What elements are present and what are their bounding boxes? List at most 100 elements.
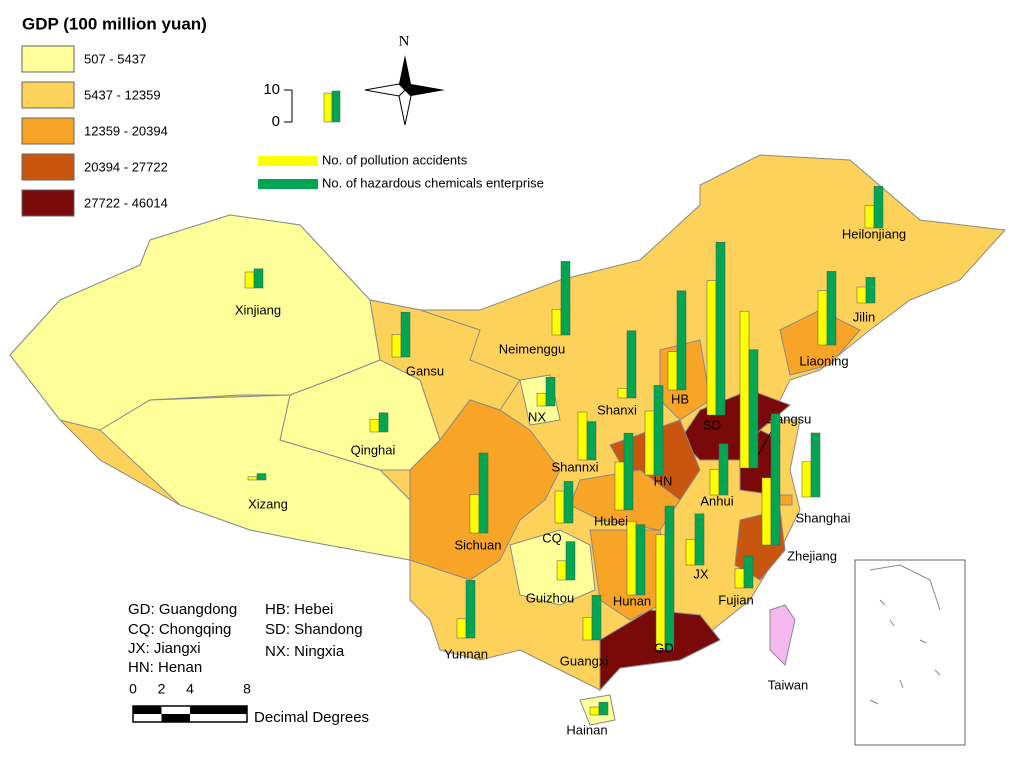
bar [873, 186, 884, 229]
series-label: No. of pollution accidents [322, 152, 468, 167]
bar [856, 286, 867, 304]
scale-bar-segment [190, 706, 247, 714]
legend-label: 5437 - 12359 [84, 87, 161, 102]
abbreviation: CQ: Chongqing [128, 621, 231, 638]
scale-sample [331, 90, 341, 123]
bar [378, 412, 389, 433]
scale-tick-label: 10 [263, 81, 280, 98]
province-label: Zhejiang [787, 548, 837, 563]
legend-label: 27722 - 46014 [84, 195, 168, 210]
province-label: JX [693, 566, 709, 581]
bar [826, 271, 837, 346]
north-label: N [399, 33, 410, 49]
bar [626, 330, 637, 399]
province-label: Xizang [248, 496, 288, 511]
bar [598, 701, 609, 716]
bar [635, 524, 646, 596]
bar [718, 443, 729, 496]
bar [864, 205, 875, 229]
bar [667, 351, 678, 391]
legend-label: 20394 - 27722 [84, 159, 168, 174]
bar [865, 277, 876, 304]
bar [676, 290, 687, 391]
bar [565, 541, 576, 581]
bar [556, 560, 567, 581]
province-label: Fujian [718, 592, 753, 607]
province-label: Guangxi [560, 653, 609, 668]
bar [478, 452, 489, 534]
taiwan [769, 604, 796, 666]
legend-swatch [21, 45, 75, 73]
bar [770, 413, 781, 546]
bar [706, 280, 717, 416]
legend-swatch [21, 117, 75, 145]
province-label: Yunnan [444, 646, 488, 661]
abbreviation: HB: Hebei [265, 601, 333, 618]
province-label: CQ [542, 530, 562, 545]
province-label: Guizhou [526, 590, 574, 605]
scale-bar-segment [133, 706, 162, 714]
bar [560, 261, 571, 336]
abbreviation: NX: Ningxia [265, 643, 345, 660]
province-label: Jilin [853, 309, 875, 324]
bar [589, 706, 600, 716]
province-label: HB [671, 391, 689, 406]
scale-bar-unit: Decimal Degrees [254, 709, 369, 726]
bar [685, 539, 696, 566]
bar [456, 618, 467, 639]
bar [734, 568, 745, 589]
bar [465, 580, 476, 639]
bar [801, 461, 812, 498]
province-label: Shannxi [552, 459, 599, 474]
province-label: NX [528, 409, 546, 424]
scale-tick-label: 0 [272, 113, 280, 130]
province-label: Shanghai [796, 510, 851, 525]
bar [253, 268, 264, 289]
bar [715, 241, 726, 416]
province-label: Heilonjiang [842, 226, 906, 241]
bar [391, 334, 402, 358]
province-label: HN [654, 473, 673, 488]
north-arrow [364, 55, 445, 126]
bar [626, 521, 637, 596]
bar [739, 310, 750, 469]
bar [536, 392, 547, 407]
bar [554, 490, 565, 524]
bar [761, 477, 772, 546]
province-label: GD [654, 640, 674, 655]
scale-bar-label: 0 [129, 681, 137, 697]
province [779, 494, 793, 506]
scale-bar-label: 4 [186, 681, 194, 697]
province-label: Xinjiang [235, 302, 281, 317]
scale-sample [323, 92, 333, 123]
bar [551, 309, 562, 336]
bar [743, 555, 754, 589]
bar [617, 388, 628, 399]
province-label: Anhui [700, 493, 733, 508]
bar [810, 432, 821, 498]
province-label: Taiwan [768, 677, 808, 692]
province-label: Liaoning [799, 353, 848, 368]
bar [256, 473, 267, 481]
series-swatch [258, 179, 318, 189]
province-label: Hunan [613, 593, 651, 608]
province-label: Neimenggu [499, 341, 566, 356]
series-swatch [258, 156, 318, 166]
bar [369, 418, 380, 433]
bar [623, 432, 634, 511]
inset-map [854, 559, 966, 746]
legend-swatch [21, 189, 75, 217]
bar [655, 534, 666, 651]
abbreviation: SD: Shandong [265, 621, 363, 638]
bar [545, 376, 556, 407]
bar [244, 271, 255, 289]
bar [582, 617, 593, 641]
scale-bar-segment [161, 714, 190, 722]
province-label: Gansu [406, 363, 444, 378]
bar [694, 513, 705, 566]
bar [586, 421, 597, 461]
bar [817, 290, 828, 346]
bar [748, 349, 759, 469]
province-label: Qinghai [351, 442, 396, 457]
